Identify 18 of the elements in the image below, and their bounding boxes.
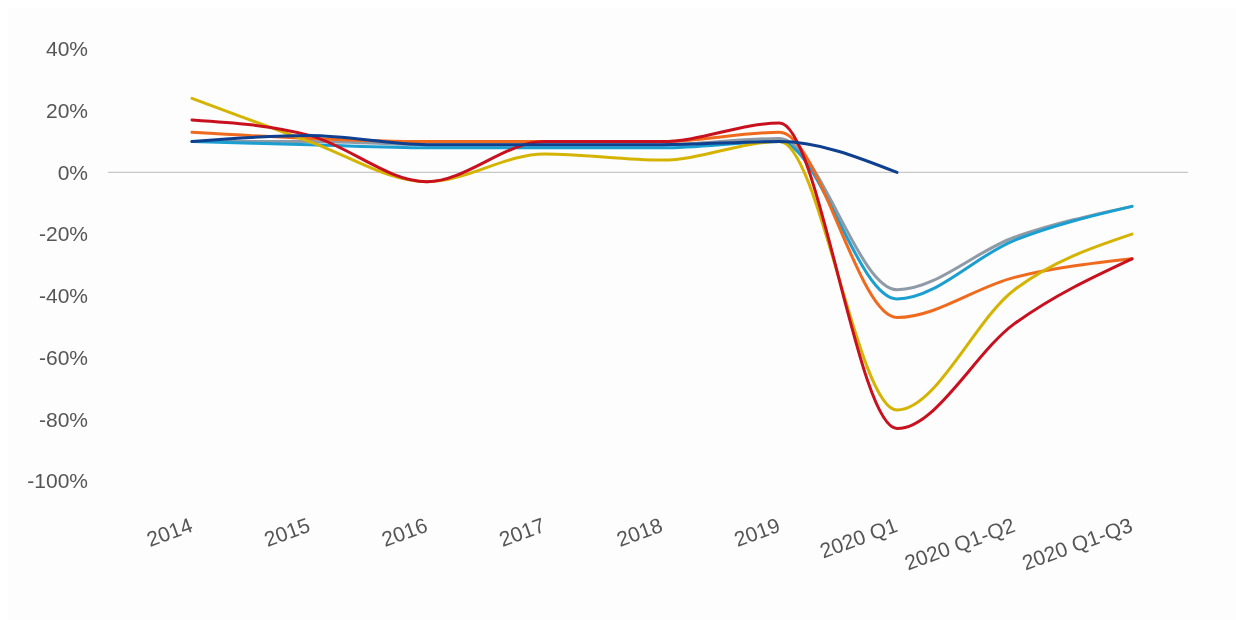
y-tick-label: -40% (38, 284, 88, 308)
x-tick-label: 2020 Q1-Q3 (1018, 513, 1136, 575)
x-tick-label: 2020 Q1-Q2 (901, 513, 1018, 575)
x-tick-label: 2015 (261, 513, 313, 551)
y-tick-label: -80% (38, 407, 88, 431)
x-tick-label: 2017 (496, 513, 548, 551)
x-tick-label: 2019 (731, 513, 783, 551)
line-series (190, 133, 899, 174)
y-tick-label: 20% (45, 99, 88, 123)
y-tick-label: 40% (45, 37, 88, 61)
y-tick-label: -20% (38, 222, 88, 246)
x-tick-label: 2014 (143, 513, 196, 551)
x-tick-label: 2020 Q1 (816, 513, 901, 563)
y-tick-label: -60% (38, 345, 88, 369)
x-tick-label: 2018 (613, 513, 666, 551)
y-tick-label: 0% (57, 160, 88, 184)
x-tick-label: 2016 (378, 513, 431, 551)
y-tick-label: -100% (27, 469, 88, 493)
